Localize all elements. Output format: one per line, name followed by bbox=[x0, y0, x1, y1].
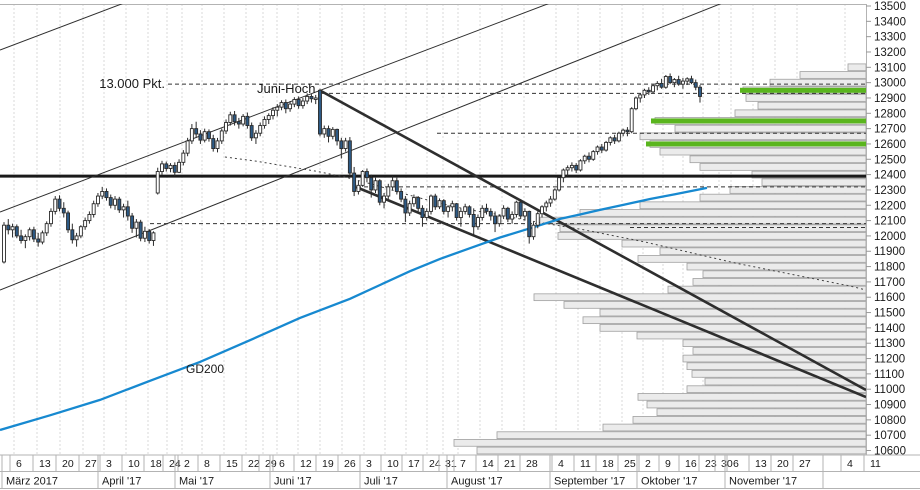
date-tick-label: 29 bbox=[265, 458, 277, 470]
month-label: Juni '17 bbox=[274, 476, 312, 488]
date-tick-label: 27 bbox=[799, 458, 811, 470]
price-tick-label: 11300 bbox=[874, 338, 905, 350]
month-label: Juli '17 bbox=[364, 476, 398, 488]
price-tick-label: 11400 bbox=[874, 323, 905, 335]
green-volume-bar bbox=[646, 141, 866, 147]
price-tick-label: 11000 bbox=[874, 384, 905, 396]
price-tick-label: 12900 bbox=[874, 93, 906, 105]
month-label: August '17 bbox=[451, 476, 503, 488]
date-tick-label: 4 bbox=[558, 458, 564, 470]
price-tick-label: 12500 bbox=[874, 154, 906, 166]
month-label: März 2017 bbox=[6, 476, 58, 488]
price-axis: 13500 13400 13300 13200 13100 13000 12900 12800… bbox=[866, 1, 906, 458]
month-label: November '17 bbox=[729, 476, 797, 488]
month-label: April '17 bbox=[102, 476, 141, 488]
annotation-juni-hoch: Juni-Hoch bbox=[257, 81, 316, 96]
price-tick-label: 13400 bbox=[874, 16, 906, 28]
date-tick-label: 8 bbox=[204, 458, 210, 470]
price-tick-label: 13300 bbox=[874, 32, 906, 44]
ascending-channel-line bbox=[0, 4, 549, 213]
price-tick-label: 12200 bbox=[874, 200, 906, 212]
candlesticks bbox=[2, 73, 702, 264]
price-tick-label: 12400 bbox=[874, 170, 906, 182]
date-tick-label: 10 bbox=[128, 458, 140, 470]
month-label: Mai '17 bbox=[179, 476, 214, 488]
price-tick-label: 12000 bbox=[874, 231, 906, 243]
date-tick-label: 11 bbox=[580, 458, 591, 470]
date-tick-label: 6 bbox=[733, 458, 739, 470]
date-tick-label: 17 bbox=[408, 458, 420, 470]
price-tick-label: 10900 bbox=[874, 400, 906, 412]
price-tick-label: 13100 bbox=[874, 62, 906, 74]
price-tick-label: 11100 bbox=[874, 369, 904, 381]
price-tick-label: 11900 bbox=[874, 246, 905, 258]
date-tick-label: 13 bbox=[755, 458, 767, 470]
date-tick-label: 16 bbox=[685, 458, 697, 470]
price-tick-label: 13200 bbox=[874, 47, 906, 59]
date-tick-label: 24 bbox=[429, 458, 441, 470]
date-tick-label: 31 bbox=[445, 458, 457, 470]
month-label: September '17 bbox=[554, 476, 625, 488]
price-tick-label: 12600 bbox=[874, 139, 906, 151]
date-tick-label: 3 bbox=[366, 458, 372, 470]
trendlines bbox=[0, 4, 866, 399]
price-tick-label: 11600 bbox=[874, 292, 905, 304]
plot-border bbox=[0, 4, 867, 455]
price-tick-label: 10800 bbox=[874, 415, 906, 427]
date-tick-label: 10 bbox=[387, 458, 399, 470]
volume-profile bbox=[453, 63, 866, 455]
support-resistance-levels bbox=[0, 83, 867, 291]
price-tick-label: 12700 bbox=[874, 124, 906, 136]
date-tick-label: 23 bbox=[705, 458, 717, 470]
price-tick-label: 11800 bbox=[874, 262, 905, 274]
date-tick-label: 25 bbox=[624, 458, 636, 470]
date-tick-label: 21 bbox=[504, 458, 516, 470]
date-tick-label: 6 bbox=[16, 458, 22, 470]
date-tick-label: 19 bbox=[322, 458, 334, 470]
date-tick-label: 6 bbox=[279, 458, 285, 470]
month-label: Oktober '17 bbox=[641, 476, 698, 488]
green-volume-bar bbox=[740, 87, 866, 93]
price-tick-label: 13500 bbox=[874, 1, 906, 13]
price-tick-label: 13000 bbox=[874, 78, 906, 90]
date-tick-label: 15 bbox=[226, 458, 238, 470]
date-tick-label: 27 bbox=[85, 458, 97, 470]
date-tick-label: 12 bbox=[300, 458, 312, 470]
date-tick-label: 4 bbox=[847, 458, 853, 470]
annotation-13000-pkt: 13.000 Pkt. bbox=[99, 76, 165, 91]
date-tick-label: 14 bbox=[482, 458, 494, 470]
date-tick-label: 7 bbox=[460, 458, 466, 470]
date-tick-label: 2 bbox=[645, 458, 651, 470]
price-tick-label: 11200 bbox=[874, 354, 905, 366]
date-tick-label: 28 bbox=[526, 458, 538, 470]
gd200-line bbox=[0, 186, 708, 432]
date-tick-label: 3 bbox=[106, 458, 112, 470]
price-tick-label: 10700 bbox=[874, 430, 906, 442]
descending-trendline bbox=[320, 89, 866, 392]
date-tick-label: 22 bbox=[248, 458, 260, 470]
date-tick-label: 18 bbox=[150, 458, 162, 470]
ascending-channel-line bbox=[0, 4, 722, 291]
green-volume-bar bbox=[651, 118, 866, 124]
price-tick-label: 12100 bbox=[874, 216, 906, 228]
date-tick-label: 20 bbox=[777, 458, 789, 470]
date-tick-label: 2 bbox=[184, 458, 190, 470]
price-tick-label: 12300 bbox=[874, 185, 906, 197]
annotation-gd200: GD200 bbox=[186, 362, 225, 376]
dotted-ma-curve bbox=[224, 156, 867, 291]
price-tick-label: 11700 bbox=[874, 277, 905, 289]
date-tick-label: 20 bbox=[62, 458, 74, 470]
date-tick-label: 11 bbox=[870, 458, 881, 470]
date-tick-label: 26 bbox=[344, 458, 356, 470]
date-tick-label: 18 bbox=[602, 458, 614, 470]
price-tick-label: 11500 bbox=[874, 308, 905, 320]
ascending-channel-line bbox=[0, 4, 123, 51]
price-tick-label: 12800 bbox=[874, 108, 906, 120]
descending-trendline bbox=[355, 185, 866, 399]
date-tick-label: 9 bbox=[665, 458, 671, 470]
date-tick-label: 13 bbox=[39, 458, 51, 470]
